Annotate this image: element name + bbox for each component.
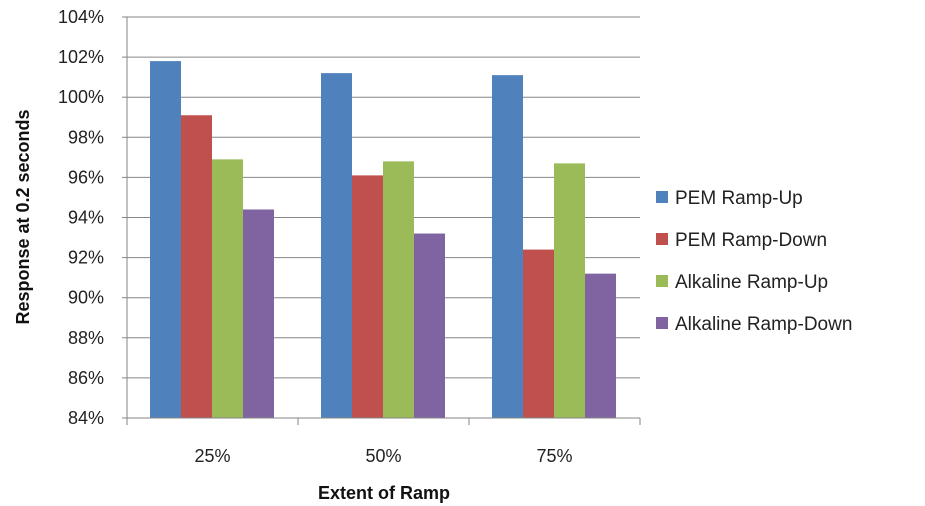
bar-pem-ramp-up-2 [492, 75, 523, 418]
y-tick-label: 96% [68, 167, 104, 187]
bar-alkaline-ramp-up-0 [212, 159, 243, 418]
bar-pem-ramp-up-1 [321, 73, 352, 418]
legend-label: Alkaline Ramp-Down [675, 314, 852, 335]
legend-label: PEM Ramp-Down [675, 230, 827, 251]
bar-pem-ramp-down-1 [352, 175, 383, 418]
legend: PEM Ramp-Up PEM Ramp-Down Alkaline Ramp-Up… [656, 188, 852, 335]
x-axis-title: Extent of Ramp [318, 483, 450, 503]
y-tick-label: 90% [68, 288, 104, 308]
y-tick-label: 88% [68, 328, 104, 348]
bar-alkaline-ramp-down-1 [414, 234, 445, 418]
legend-label: Alkaline Ramp-Up [675, 272, 828, 293]
bar-alkaline-ramp-down-2 [585, 274, 616, 418]
x-tick-label: 25% [194, 446, 230, 466]
x-tick-labels: 25% 50% 75% [194, 446, 572, 466]
legend-swatch [656, 275, 668, 287]
y-tick-label: 102% [58, 47, 104, 67]
legend-swatch [656, 233, 668, 245]
legend-label: PEM Ramp-Up [675, 188, 803, 209]
y-tick-label: 94% [68, 208, 104, 228]
x-tick-label: 75% [536, 446, 572, 466]
bar-alkaline-ramp-up-2 [554, 163, 585, 418]
y-tick-label: 100% [58, 87, 104, 107]
y-axis-title: Response at 0.2 seconds [13, 109, 33, 324]
bars [150, 61, 616, 418]
y-tick-label: 86% [68, 368, 104, 388]
bar-pem-ramp-down-0 [181, 115, 212, 418]
y-tick-label: 92% [68, 248, 104, 268]
bar-pem-ramp-down-2 [523, 250, 554, 418]
y-tick-label: 84% [68, 408, 104, 428]
legend-swatch [656, 317, 668, 329]
x-tick-label: 50% [365, 446, 401, 466]
legend-swatch [656, 191, 668, 203]
bar-alkaline-ramp-down-0 [243, 209, 274, 418]
bar-alkaline-ramp-up-1 [383, 161, 414, 418]
y-tick-label: 104% [58, 7, 104, 27]
y-tick-label: 98% [68, 127, 104, 147]
y-tick-labels: 84% 86% 88% 90% 92% 94% 96% 98% 100% 102% 104% [58, 7, 104, 428]
bar-pem-ramp-up-0 [150, 61, 181, 418]
